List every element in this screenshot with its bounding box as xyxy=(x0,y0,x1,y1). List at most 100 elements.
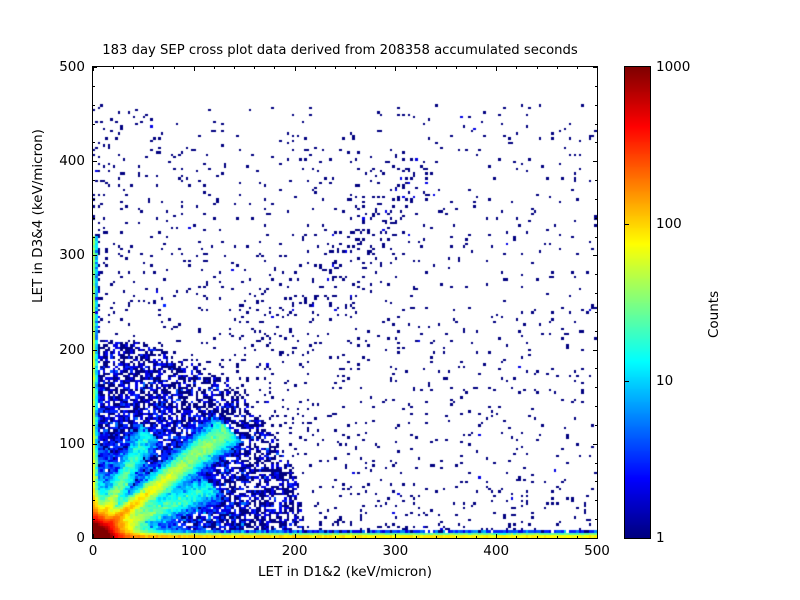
y-tick-label: 400 xyxy=(59,153,85,170)
y-minor-tick-right xyxy=(595,85,597,87)
y-minor-tick-right xyxy=(595,198,597,200)
x-minor-tick xyxy=(355,536,357,538)
y-tick-label: 0 xyxy=(76,530,85,546)
y-minor-tick xyxy=(93,236,95,238)
y-minor-tick xyxy=(93,519,95,521)
x-major-tick-top xyxy=(496,67,498,71)
x-minor-tick xyxy=(536,536,538,538)
y-minor-tick xyxy=(93,85,95,87)
x-minor-tick-top xyxy=(435,67,437,69)
y-minor-tick-right xyxy=(595,519,597,521)
x-minor-tick-top xyxy=(153,67,155,69)
colorbar-tick xyxy=(625,381,629,382)
x-minor-tick-top xyxy=(455,67,457,69)
y-tick-label: 100 xyxy=(59,435,85,452)
y-minor-tick-right xyxy=(595,142,597,144)
colorbar-tick-label: 10 xyxy=(656,373,674,389)
y-major-tick xyxy=(93,349,97,351)
x-minor-tick-top xyxy=(415,67,417,69)
x-minor-tick-top xyxy=(516,67,518,69)
y-major-tick-right xyxy=(593,67,597,68)
x-minor-tick xyxy=(597,536,598,538)
x-tick-label: 400 xyxy=(483,543,510,559)
x-major-tick xyxy=(193,534,195,538)
x-minor-tick xyxy=(113,536,115,538)
x-minor-tick xyxy=(234,536,236,538)
x-major-tick-top xyxy=(597,67,598,71)
x-minor-tick xyxy=(415,536,417,538)
x-major-tick xyxy=(395,534,397,538)
x-minor-tick xyxy=(476,536,478,538)
x-tick-label: 0 xyxy=(88,543,98,559)
y-minor-tick-right xyxy=(595,387,597,389)
x-major-tick-top xyxy=(193,67,195,71)
y-minor-tick xyxy=(93,330,95,332)
y-minor-tick-right xyxy=(595,311,597,313)
x-minor-tick xyxy=(173,536,175,538)
y-minor-tick-right xyxy=(595,462,597,464)
scatter-density-plot xyxy=(93,67,597,538)
x-minor-tick xyxy=(334,536,336,538)
y-minor-tick xyxy=(93,123,95,125)
y-major-tick xyxy=(93,538,97,539)
y-minor-tick xyxy=(93,538,95,539)
y-minor-tick xyxy=(93,180,95,182)
y-minor-tick-right xyxy=(595,330,597,332)
y-minor-tick-right xyxy=(595,123,597,125)
y-minor-tick xyxy=(93,481,95,483)
y-major-tick xyxy=(93,443,97,445)
x-tick-label: 500 xyxy=(584,543,610,559)
x-minor-tick xyxy=(556,536,558,538)
y-minor-tick xyxy=(93,311,95,313)
colorbar-tick-label: 100 xyxy=(656,216,682,232)
y-minor-tick xyxy=(93,406,95,408)
x-minor-tick xyxy=(576,536,578,538)
colorbar-gradient xyxy=(625,67,650,538)
y-minor-tick-right xyxy=(595,424,597,426)
y-tick-label: 500 xyxy=(59,59,85,75)
y-minor-tick xyxy=(93,462,95,464)
x-minor-tick-top xyxy=(314,67,316,69)
x-minor-tick-top xyxy=(476,67,478,69)
x-minor-tick xyxy=(314,536,316,538)
x-minor-tick-top xyxy=(113,67,115,69)
y-minor-tick xyxy=(93,424,95,426)
y-major-tick xyxy=(93,161,97,163)
x-minor-tick-top xyxy=(355,67,357,69)
y-minor-tick-right xyxy=(595,236,597,238)
y-major-tick-right xyxy=(593,349,597,351)
y-minor-tick-right xyxy=(595,538,597,539)
x-minor-tick-top xyxy=(234,67,236,69)
x-minor-tick xyxy=(153,536,155,538)
x-minor-tick-top xyxy=(213,67,215,69)
y-tick-label: 300 xyxy=(59,247,85,264)
x-major-tick-top xyxy=(294,67,296,71)
colorbar-tick xyxy=(625,224,629,225)
y-axis-label: LET in D3&4 (keV/micron) xyxy=(30,129,46,303)
y-minor-tick xyxy=(93,142,95,144)
x-minor-tick-top xyxy=(576,67,578,69)
colorbar-tick-label: 1 xyxy=(656,530,665,546)
x-tick-label: 300 xyxy=(382,543,409,559)
y-minor-tick xyxy=(93,387,95,389)
x-axis-label: LET in D1&2 (keV/micron) xyxy=(258,564,432,580)
x-minor-tick xyxy=(254,536,256,538)
y-minor-tick xyxy=(93,217,95,219)
y-minor-tick xyxy=(93,104,95,106)
colorbar xyxy=(624,66,651,539)
y-minor-tick xyxy=(93,368,95,370)
y-major-tick xyxy=(93,67,97,68)
colorbar-label: Counts xyxy=(706,290,722,338)
x-minor-tick-top xyxy=(173,67,175,69)
x-minor-tick-top xyxy=(597,67,598,69)
y-major-tick-right xyxy=(593,443,597,445)
y-minor-tick-right xyxy=(595,180,597,182)
y-major-tick xyxy=(93,255,97,257)
x-minor-tick-top xyxy=(254,67,256,69)
x-minor-tick xyxy=(133,536,135,538)
y-minor-tick-right xyxy=(595,217,597,219)
x-minor-tick-top xyxy=(133,67,135,69)
x-major-tick-top xyxy=(93,67,94,71)
x-minor-tick-top xyxy=(556,67,558,69)
